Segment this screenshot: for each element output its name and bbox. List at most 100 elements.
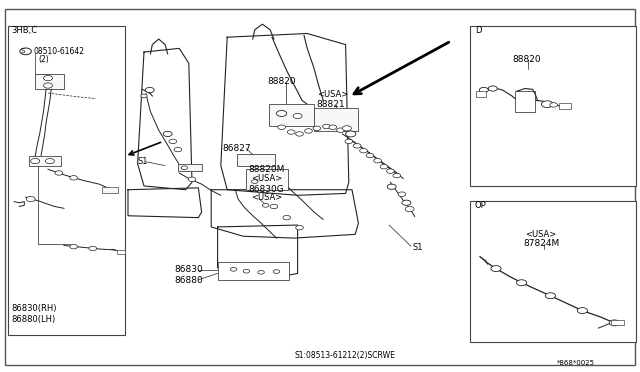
Bar	[470, 201, 636, 342]
Circle shape	[360, 148, 367, 153]
Circle shape	[393, 173, 401, 178]
Bar	[559, 103, 571, 109]
Circle shape	[405, 206, 414, 212]
Circle shape	[541, 101, 553, 108]
Text: S1:08513-61212(2)SCRWE: S1:08513-61212(2)SCRWE	[294, 351, 396, 360]
Text: 86830(RH): 86830(RH)	[12, 304, 57, 313]
Circle shape	[296, 132, 303, 136]
Circle shape	[380, 164, 388, 169]
Circle shape	[20, 48, 31, 55]
Circle shape	[252, 180, 258, 183]
Bar	[470, 26, 636, 186]
Circle shape	[293, 113, 302, 119]
Text: 88820: 88820	[512, 55, 541, 64]
Circle shape	[353, 144, 361, 148]
Text: <USA>: <USA>	[525, 230, 556, 239]
Circle shape	[346, 131, 356, 137]
Bar	[29, 156, 61, 166]
Circle shape	[313, 126, 321, 131]
Circle shape	[89, 246, 97, 251]
Circle shape	[55, 171, 63, 175]
Circle shape	[163, 131, 172, 137]
Text: 08510-61642: 08510-61642	[33, 47, 84, 56]
Circle shape	[145, 87, 154, 93]
Bar	[35, 74, 64, 89]
Circle shape	[305, 129, 312, 133]
Bar	[314, 108, 358, 131]
Circle shape	[276, 110, 287, 116]
Circle shape	[374, 158, 381, 163]
Circle shape	[402, 200, 411, 205]
Circle shape	[398, 192, 406, 196]
Circle shape	[278, 125, 285, 129]
Circle shape	[387, 169, 394, 173]
Text: S1: S1	[413, 243, 423, 252]
Polygon shape	[221, 33, 349, 195]
Circle shape	[329, 125, 337, 129]
Circle shape	[366, 153, 374, 158]
Text: *868*0025: *868*0025	[557, 360, 595, 366]
Circle shape	[258, 270, 264, 274]
Text: OP: OP	[475, 201, 486, 210]
Text: 87824M: 87824M	[524, 239, 560, 248]
Bar	[8, 26, 125, 335]
Circle shape	[45, 158, 54, 164]
Circle shape	[477, 92, 483, 96]
Text: D: D	[475, 26, 481, 35]
Text: 86830G: 86830G	[248, 185, 284, 194]
Circle shape	[337, 128, 344, 132]
Text: 88820M: 88820M	[248, 165, 285, 174]
Text: 86830: 86830	[174, 265, 203, 274]
Bar	[218, 262, 289, 280]
Circle shape	[287, 130, 295, 134]
Circle shape	[174, 147, 182, 152]
Circle shape	[491, 266, 501, 272]
Circle shape	[169, 139, 177, 144]
Circle shape	[273, 270, 280, 273]
Polygon shape	[211, 190, 358, 238]
Text: 88820: 88820	[268, 77, 296, 86]
Bar	[246, 169, 288, 190]
Text: S1: S1	[138, 157, 148, 166]
Circle shape	[550, 103, 557, 107]
Circle shape	[296, 225, 303, 230]
Circle shape	[243, 269, 250, 273]
Text: 86827: 86827	[223, 144, 252, 153]
Circle shape	[345, 139, 353, 144]
Circle shape	[188, 177, 196, 182]
Circle shape	[141, 94, 147, 98]
Circle shape	[323, 124, 330, 129]
Circle shape	[609, 320, 620, 326]
Circle shape	[26, 196, 35, 202]
Circle shape	[545, 293, 556, 299]
Text: 3HB,C: 3HB,C	[12, 26, 38, 35]
Bar	[178, 164, 202, 171]
Circle shape	[577, 308, 588, 314]
Circle shape	[387, 184, 396, 189]
Circle shape	[516, 280, 527, 286]
Circle shape	[31, 158, 40, 164]
Text: 86880(LH): 86880(LH)	[12, 315, 56, 324]
Circle shape	[70, 244, 77, 249]
Circle shape	[230, 267, 237, 271]
Circle shape	[70, 176, 77, 180]
Circle shape	[283, 215, 291, 220]
Circle shape	[262, 203, 269, 207]
Polygon shape	[138, 48, 192, 190]
Text: 88821: 88821	[317, 100, 346, 109]
Polygon shape	[128, 188, 202, 218]
Circle shape	[488, 86, 497, 91]
Circle shape	[342, 126, 351, 131]
Circle shape	[44, 83, 52, 88]
Text: <USA>: <USA>	[317, 90, 348, 99]
Bar	[476, 91, 486, 97]
Circle shape	[479, 87, 488, 93]
Bar	[611, 320, 624, 325]
Bar	[515, 91, 535, 112]
Text: (2): (2)	[38, 55, 49, 64]
Text: <USA>: <USA>	[251, 193, 282, 202]
Text: 86880: 86880	[174, 276, 203, 285]
Circle shape	[44, 76, 52, 81]
Bar	[102, 187, 118, 193]
Text: S: S	[21, 48, 25, 54]
